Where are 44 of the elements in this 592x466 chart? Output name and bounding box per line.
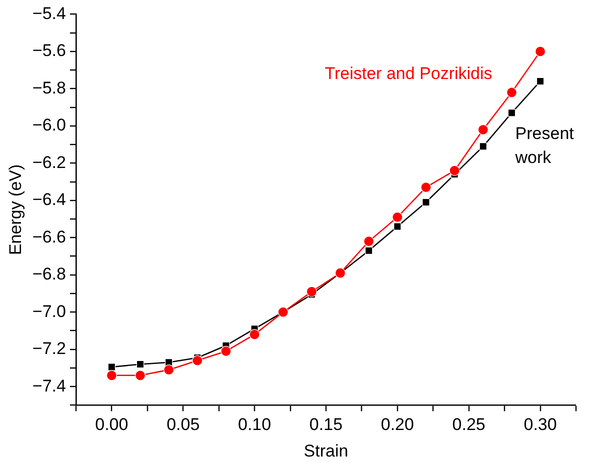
x-tick-label: 0.00 <box>95 415 128 434</box>
point <box>106 370 117 381</box>
point <box>220 346 232 357</box>
y-tick-label: −7.2 <box>32 339 66 358</box>
point <box>422 198 430 206</box>
series-label: Treister and Pozrikidis <box>324 64 492 84</box>
y-tick-label: −7.4 <box>32 376 66 396</box>
y-tick-label: −5.8 <box>32 78 66 98</box>
point <box>364 236 374 247</box>
y-tick-label: −5.6 <box>32 41 66 60</box>
point <box>306 286 317 297</box>
point <box>506 87 518 98</box>
point <box>134 370 146 381</box>
point <box>479 142 487 150</box>
point <box>420 182 432 193</box>
y-tick-label: −6.8 <box>32 264 66 284</box>
point <box>365 246 373 254</box>
x-tick-label: 0.15 <box>309 415 343 434</box>
y-tick-label: −6.4 <box>32 190 66 210</box>
point <box>192 355 203 366</box>
point <box>392 212 403 222</box>
x-axis-title: Strain <box>304 441 348 460</box>
y-tick-label: −6.2 <box>32 152 66 172</box>
point <box>164 364 174 376</box>
y-tick-label: −7.0 <box>32 302 66 321</box>
point <box>449 165 460 176</box>
point <box>534 46 546 57</box>
point <box>478 124 488 135</box>
x-tick-label: 0.05 <box>166 415 200 434</box>
point <box>249 329 260 340</box>
point <box>394 222 402 230</box>
y-tick-label: −6.6 <box>32 227 66 246</box>
point <box>508 109 516 117</box>
x-tick-label: 0.10 <box>238 415 272 434</box>
y-tick-label: −5.4 <box>32 4 66 23</box>
x-tick-label: 0.30 <box>524 415 557 434</box>
point <box>108 363 116 371</box>
series-label: Present work <box>514 124 574 167</box>
point <box>136 360 144 368</box>
x-tick-label: 0.25 <box>452 415 486 434</box>
y-axis-title: Energy (eV) <box>6 164 25 256</box>
x-tick-label: 0.20 <box>380 415 414 434</box>
y-tick-label: −6.0 <box>32 116 66 135</box>
point <box>536 77 544 86</box>
